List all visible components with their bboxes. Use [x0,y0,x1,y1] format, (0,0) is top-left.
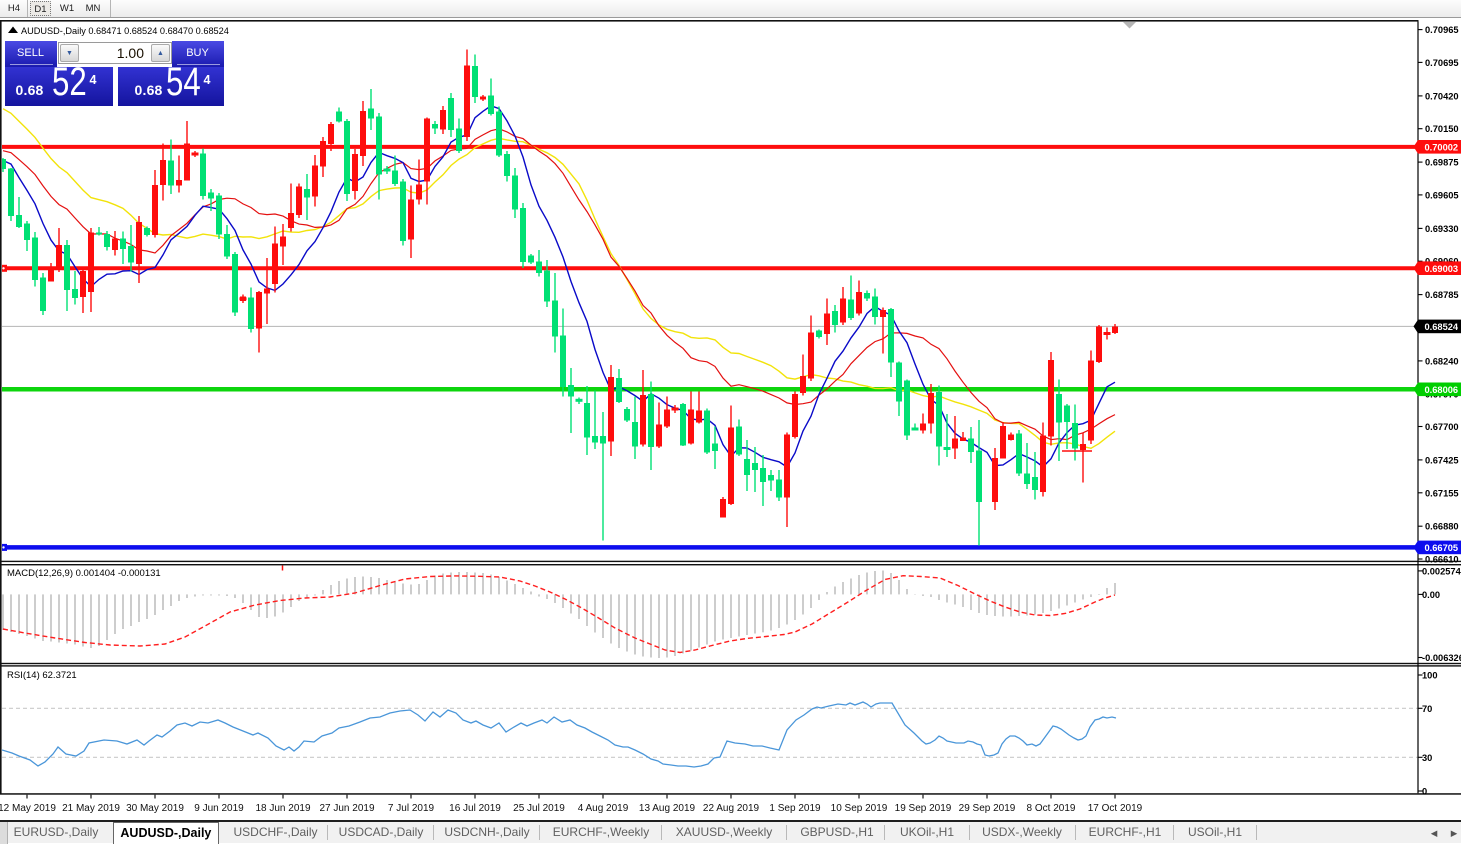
svg-text:0.66705: 0.66705 [1425,543,1459,553]
svg-text:17 Oct 2019: 17 Oct 2019 [1088,803,1143,814]
svg-text:0.68524: 0.68524 [1425,322,1459,332]
svg-text:0.70150: 0.70150 [1425,124,1459,134]
svg-text:13 Aug 2019: 13 Aug 2019 [639,803,696,814]
svg-text:0.67155: 0.67155 [1425,488,1459,498]
svg-text:0.69003: 0.69003 [1425,264,1459,274]
svg-text:12 May 2019: 12 May 2019 [0,803,56,814]
svg-text:0.67700: 0.67700 [1425,422,1459,432]
svg-text:AUDUSD-,Daily 0.68471 0.68524: AUDUSD-,Daily 0.68471 0.68524 0.68470 0.… [21,26,229,36]
svg-text:27 Jun 2019: 27 Jun 2019 [319,803,374,814]
svg-text:100: 100 [1422,671,1438,681]
svg-text:0.68240: 0.68240 [1425,356,1459,366]
svg-text:30 May 2019: 30 May 2019 [126,803,184,814]
svg-text:0.69875: 0.69875 [1425,158,1459,168]
svg-text:10 Sep 2019: 10 Sep 2019 [831,803,888,814]
svg-text:0.002574: 0.002574 [1422,566,1461,576]
svg-text:22 Aug 2019: 22 Aug 2019 [703,803,760,814]
svg-text:0.70695: 0.70695 [1425,58,1459,68]
svg-text:0.70420: 0.70420 [1425,91,1459,101]
svg-text:0.70965: 0.70965 [1425,25,1459,35]
svg-text:0.68006: 0.68006 [1425,385,1459,395]
svg-text:0.68785: 0.68785 [1425,290,1459,300]
svg-text:25 Jul 2019: 25 Jul 2019 [513,803,565,814]
svg-text:9 Jun 2019: 9 Jun 2019 [194,803,244,814]
svg-text:0.00: 0.00 [1422,590,1440,600]
svg-text:0.66880: 0.66880 [1425,522,1459,532]
svg-text:0: 0 [1422,787,1427,797]
svg-text:-0.006326: -0.006326 [1422,653,1461,663]
svg-text:MACD(12,26,9) 0.001404 -0.0001: MACD(12,26,9) 0.001404 -0.000131 [7,568,161,579]
svg-text:7 Jul 2019: 7 Jul 2019 [388,803,435,814]
svg-text:19 Sep 2019: 19 Sep 2019 [895,803,952,814]
svg-text:0.69605: 0.69605 [1425,190,1459,200]
svg-text:8 Oct 2019: 8 Oct 2019 [1027,803,1076,814]
svg-text:29 Sep 2019: 29 Sep 2019 [959,803,1016,814]
svg-text:70: 70 [1422,704,1432,714]
svg-text:21 May 2019: 21 May 2019 [62,803,120,814]
svg-text:0.69330: 0.69330 [1425,224,1459,234]
svg-text:16 Jul 2019: 16 Jul 2019 [449,803,501,814]
svg-text:0.70002: 0.70002 [1425,142,1459,152]
svg-text:30: 30 [1422,753,1432,763]
svg-text:4 Aug 2019: 4 Aug 2019 [578,803,629,814]
svg-text:RSI(14) 62.3721: RSI(14) 62.3721 [7,670,77,681]
svg-text:1 Sep 2019: 1 Sep 2019 [769,803,821,814]
svg-text:0.67425: 0.67425 [1425,455,1459,465]
svg-text:18 Jun 2019: 18 Jun 2019 [255,803,310,814]
svg-text:0.66610: 0.66610 [1425,555,1459,565]
